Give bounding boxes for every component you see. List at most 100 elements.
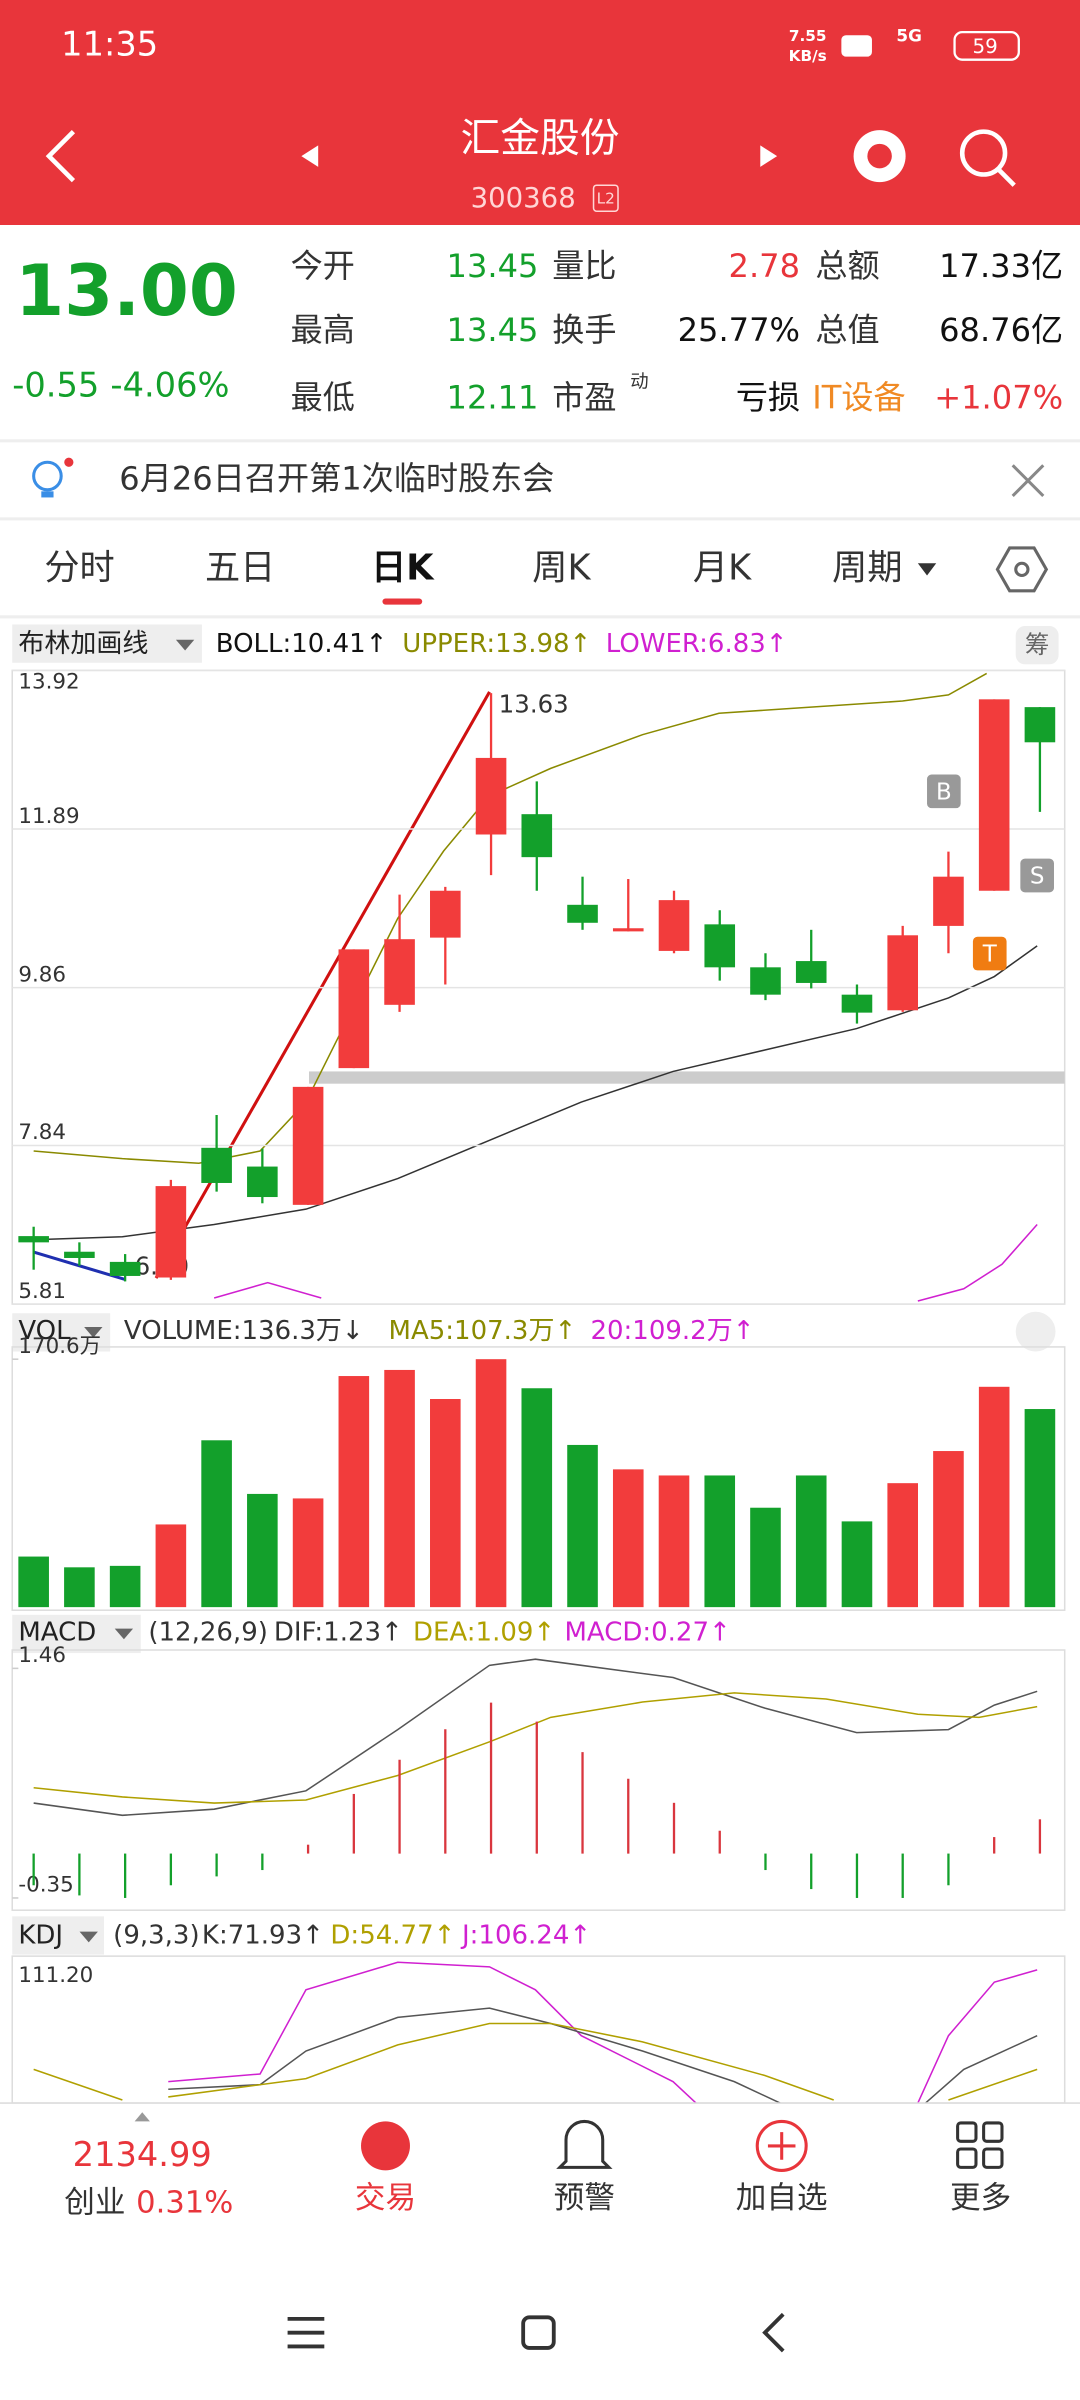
l2-badge-box (592, 184, 619, 212)
change: -0.55 (12, 366, 99, 405)
candle-body (109, 1261, 141, 1276)
sell-marker-label: S (1030, 864, 1045, 890)
volume-bar (887, 1483, 918, 1608)
volume-bar (18, 1556, 49, 1608)
support-band (309, 1071, 1065, 1084)
volume-bar (338, 1376, 370, 1608)
candle-body (384, 939, 415, 1005)
nav-item[interactable]: 交易 (355, 2181, 416, 2216)
net-speed: 7.55 (789, 27, 827, 45)
settings[interactable] (995, 546, 1049, 593)
y-tick-label: 13.92 (18, 670, 79, 695)
indicator-name: 布林加画线 (18, 629, 148, 659)
net-unit: KB/s (789, 47, 827, 65)
notice-close[interactable] (1011, 464, 1045, 498)
candle-body (795, 961, 827, 983)
index-change: 0.31% (136, 2186, 233, 2221)
nav-item[interactable]: 更多 (950, 2181, 1011, 2216)
vol-name: VOL (18, 1316, 71, 1346)
expand[interactable] (1015, 1311, 1056, 1352)
field-value: 68.76亿 (939, 311, 1063, 349)
field-label: 量比 (552, 247, 616, 285)
volume-bar (384, 1369, 415, 1608)
sell-marker[interactable] (1020, 858, 1054, 893)
candle-body (612, 928, 644, 932)
index-value[interactable]: 2134.99 (73, 2135, 212, 2174)
candle-body (292, 1086, 324, 1205)
notice[interactable]: 6月26日召开第1次临时股东会 (119, 460, 554, 498)
volume-bar (933, 1451, 964, 1608)
volume-bar (1024, 1409, 1056, 1608)
price: 13.00 (15, 250, 238, 332)
volume-bar (750, 1507, 781, 1608)
volume-bar (795, 1475, 827, 1608)
dea-line (33, 1692, 1038, 1804)
candle-body (247, 1166, 278, 1198)
search[interactable] (959, 129, 1008, 177)
kdj-params: (9,3,3) (113, 1921, 199, 1951)
volume-bar (841, 1521, 873, 1608)
network: 5G (896, 26, 922, 46)
macd-name: MACD (18, 1618, 96, 1648)
candle-body (978, 699, 1010, 891)
trade-icon[interactable] (361, 2121, 410, 2171)
candle-body (430, 890, 461, 938)
chips: 筹 (1025, 630, 1049, 659)
tab[interactable]: 周K (532, 547, 591, 588)
tab[interactable]: 分时 (44, 547, 114, 588)
candle-body (567, 904, 598, 923)
kdj-j: J:106.24↑ (460, 1921, 591, 1951)
t-marker[interactable] (972, 936, 1007, 971)
volume-bar (201, 1440, 232, 1608)
candle-body (338, 949, 370, 1069)
menu-button[interactable] (287, 2316, 325, 2349)
volume-bar (978, 1386, 1010, 1608)
field-value: 13.45 (447, 247, 539, 285)
sector-name[interactable]: IT设备 (812, 378, 905, 416)
nav-item[interactable]: 加自选 (736, 2181, 828, 2216)
y-tick-label: -0.35 (18, 1873, 73, 1898)
battery-level: 59 (973, 35, 998, 58)
boll-lower: LOWER:6.83↑ (606, 629, 788, 659)
add-icon[interactable] (755, 2119, 808, 2172)
boll-value: BOLL:10.41↑ (216, 629, 388, 659)
tab-selected[interactable]: 日K (371, 547, 435, 588)
chart-marks: 13.92 11.89 9.86 7.84 5.81 170.6万 1.46 -0.35 (12, 669, 1065, 1899)
hd-icon (841, 35, 872, 57)
back-nav[interactable] (762, 2312, 785, 2353)
nav-item[interactable]: 预警 (554, 2181, 615, 2216)
notice-icon (32, 460, 63, 492)
stock-name: 汇金股份 (460, 115, 619, 161)
y-tick-label: 9.86 (18, 962, 66, 987)
tab[interactable]: 五日 (205, 547, 275, 588)
buy-marker[interactable] (927, 774, 961, 809)
chips-button[interactable] (1015, 626, 1059, 665)
tab[interactable]: 月K (693, 547, 752, 588)
l2-badge: L2 (597, 189, 615, 207)
more-icon[interactable] (956, 2121, 1004, 2169)
battery (953, 30, 1020, 61)
prev-stock[interactable] (301, 145, 319, 167)
candle-body (750, 967, 781, 995)
tab[interactable]: 周期 (832, 547, 902, 588)
header-bg (0, 0, 1080, 225)
volume-bar (292, 1498, 324, 1608)
kdj-top: 111.20 (18, 1963, 93, 1988)
field-sup: 动 (630, 372, 648, 393)
indicator-select[interactable] (12, 624, 202, 663)
field-value: 12.11 (447, 378, 539, 416)
home-button[interactable] (521, 2315, 556, 2350)
stock-code: 300368 (471, 182, 576, 214)
d-line (33, 2022, 1038, 2101)
y-tick-label: 1.46 (18, 1643, 66, 1668)
field-value: 13.45 (447, 311, 539, 349)
back-button[interactable] (45, 130, 76, 183)
next-stock[interactable] (760, 145, 778, 167)
dif-line (33, 1658, 1038, 1817)
bottom-bar (0, 2103, 1080, 2250)
candle-body (201, 1147, 232, 1183)
field-label: 市盈 (552, 378, 616, 416)
candle-body (704, 924, 736, 968)
alert-icon[interactable] (556, 2119, 613, 2169)
